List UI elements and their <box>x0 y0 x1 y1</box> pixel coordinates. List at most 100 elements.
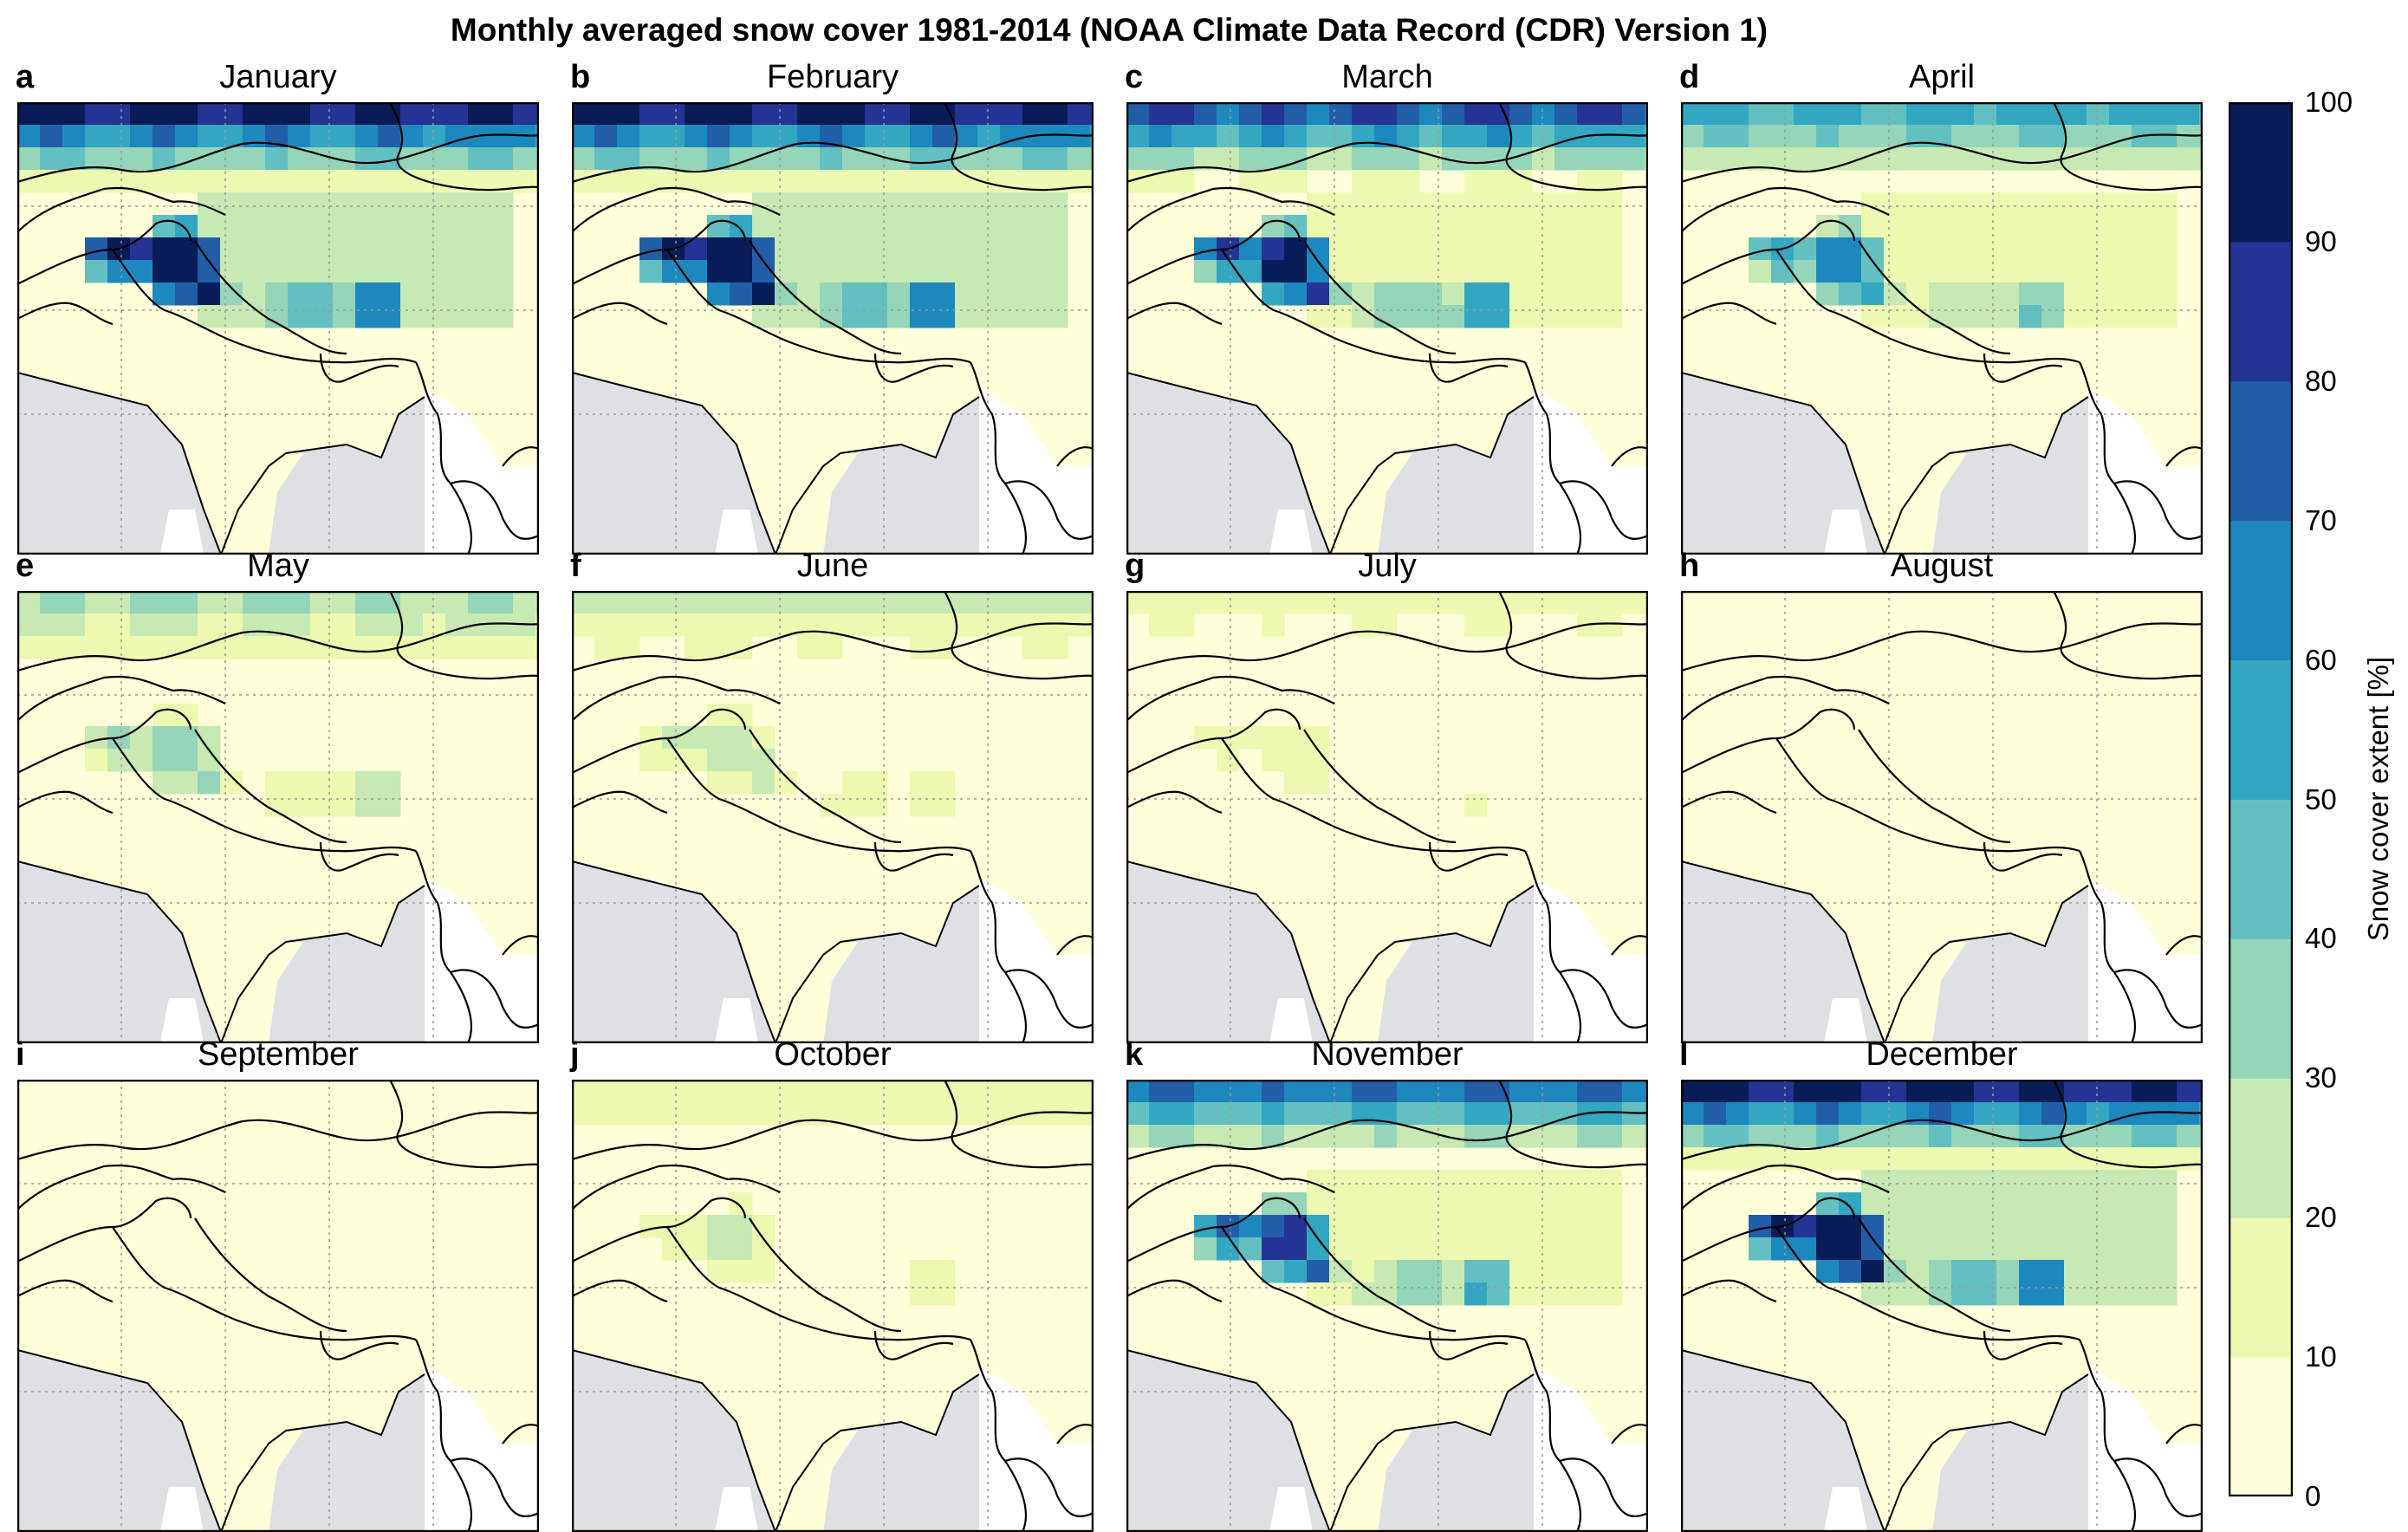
snow-cell <box>1884 282 1907 306</box>
snow-cell <box>85 102 108 126</box>
snow-cell <box>2087 1215 2110 1238</box>
snow-cell <box>1419 591 1443 614</box>
snow-cell <box>378 305 401 328</box>
snow-cell <box>333 237 356 261</box>
snow-cell <box>1464 1170 1488 1193</box>
panel-frame <box>1681 102 2203 555</box>
snow-cell <box>130 147 153 171</box>
snow-cell <box>85 749 108 772</box>
snow-cell <box>153 237 176 261</box>
snow-cell <box>955 147 978 171</box>
snow-cell <box>2132 1260 2155 1283</box>
snow-cell <box>1704 1102 1727 1126</box>
snow-cell <box>1906 237 1930 261</box>
snow-cell <box>1839 215 1862 238</box>
snow-cell <box>265 102 289 126</box>
snow-cell <box>707 260 730 283</box>
snow-cell <box>445 282 469 306</box>
snow-cell <box>1262 1215 1285 1238</box>
snow-cell <box>1951 1237 1975 1261</box>
snow-cell <box>752 1260 776 1283</box>
snow-cell <box>468 237 491 261</box>
country-borders <box>1126 1080 1648 1532</box>
snow-cell <box>752 170 776 193</box>
snow-cell <box>1884 147 1907 171</box>
snow-cell <box>820 1080 843 1103</box>
snow-cell <box>1442 192 1465 216</box>
snow-cell <box>1374 1215 1398 1238</box>
snow-cell <box>639 613 663 637</box>
snow-cell <box>662 613 685 637</box>
snow-cell <box>1622 102 1645 126</box>
snow-cell <box>1906 1192 1930 1216</box>
border-line <box>1611 935 1648 956</box>
snow-cell <box>1884 1260 1907 1283</box>
gridlines <box>1126 591 1648 1043</box>
ocean-bay-of-bengal <box>243 397 433 555</box>
snow-cell <box>1600 147 1623 171</box>
snow-cell <box>977 215 1001 238</box>
snow-cell <box>198 282 221 306</box>
snow-cell <box>1577 1282 1600 1306</box>
snow-cell <box>265 282 289 306</box>
snow-cell <box>707 1080 730 1103</box>
panel-month-label: August <box>1890 548 1994 584</box>
snow-cell <box>1996 1215 2020 1238</box>
snow-cell <box>2041 282 2065 306</box>
snow-cell <box>1816 102 1840 126</box>
coastline-west <box>572 372 777 555</box>
snow-cell <box>130 613 153 637</box>
snow-cell <box>1487 215 1510 238</box>
snow-cell <box>1929 102 1952 126</box>
snow-cell <box>1194 1215 1217 1238</box>
map-panel-july: g July <box>1125 548 1648 1043</box>
snow-cell <box>685 125 708 148</box>
snow-cell <box>1681 1102 1704 1126</box>
snow-cell <box>842 1080 866 1103</box>
border-line <box>572 1164 781 1211</box>
snow-cell <box>662 1080 685 1103</box>
snow-cell <box>932 170 956 193</box>
snow-cell <box>977 591 1001 614</box>
snow-cell <box>1577 260 1600 283</box>
snow-cell <box>1554 1260 1578 1283</box>
snow-cell <box>1749 1102 1772 1126</box>
snow-cell <box>2154 1260 2178 1283</box>
snow-cell <box>1600 237 1623 261</box>
snow-cell <box>175 170 198 193</box>
panel-month-label: January <box>219 59 337 95</box>
snow-cell <box>1352 1192 1375 1216</box>
snow-cell <box>639 1215 663 1238</box>
snow-cell <box>1352 237 1375 261</box>
snow-cell <box>842 237 866 261</box>
snow-cell <box>797 192 821 216</box>
snow-cell <box>378 771 401 795</box>
panel-month-label: July <box>1358 548 1417 584</box>
coastline-east <box>220 885 425 1043</box>
snow-cell <box>220 215 243 238</box>
snow-cell <box>2041 260 2065 283</box>
snow-cell <box>1509 102 1533 126</box>
snow-cell <box>1149 613 1172 637</box>
snow-cell <box>685 636 708 659</box>
land-peninsula <box>1261 894 1412 1043</box>
land-indochina <box>979 1366 1094 1532</box>
colorbar-segment <box>2229 659 2293 800</box>
snow-cell <box>1419 102 1443 126</box>
snow-cell <box>730 704 753 727</box>
panel-frame <box>1681 591 2203 1043</box>
snow-cell <box>1239 102 1262 126</box>
snow-cell <box>1600 1080 1623 1103</box>
snow-cell <box>1996 125 2020 148</box>
snow-cell <box>1622 1125 1645 1148</box>
snow-cell <box>175 282 198 306</box>
snow-cell <box>490 260 514 283</box>
snow-cell <box>2132 1192 2155 1216</box>
map-june <box>572 591 1094 1043</box>
border-line <box>17 133 539 184</box>
border-line <box>944 1080 1094 1169</box>
map-panel-september: i September <box>16 1036 539 1532</box>
snow-cell <box>955 215 978 238</box>
land-indochina <box>1534 388 1648 555</box>
snow-cell <box>797 147 821 171</box>
